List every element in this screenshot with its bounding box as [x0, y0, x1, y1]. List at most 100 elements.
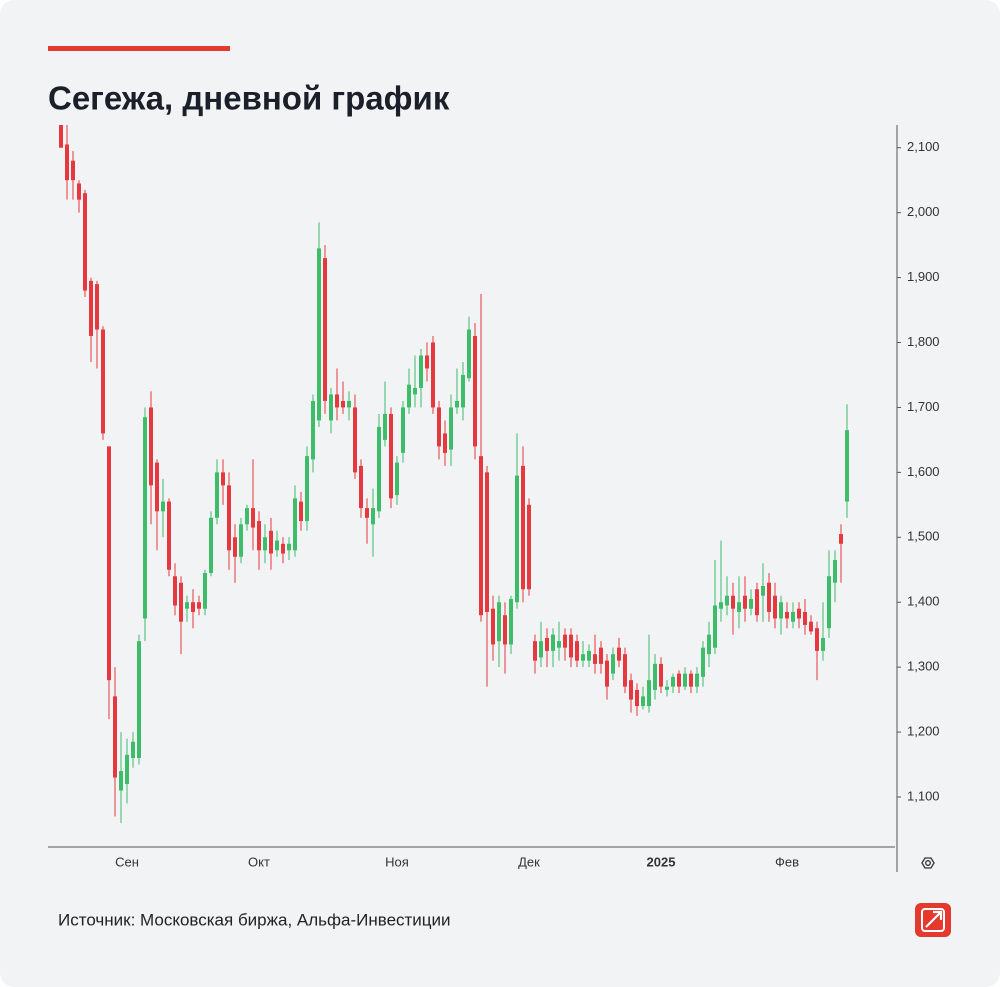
- candle-body: [581, 654, 585, 661]
- candle-body: [611, 654, 615, 674]
- candle-body: [353, 407, 357, 473]
- candle-body: [623, 654, 627, 687]
- candle-body: [239, 524, 243, 557]
- candle-body: [119, 771, 123, 791]
- candle-body: [653, 663, 657, 690]
- candle-body: [821, 637, 825, 651]
- logo: [915, 903, 951, 937]
- candle-body: [629, 680, 633, 700]
- candle-body: [557, 641, 561, 648]
- accent-bar: [48, 46, 230, 51]
- candle-body: [431, 342, 435, 408]
- y-tick-label: 2,100: [907, 139, 940, 154]
- candle-body: [203, 573, 207, 609]
- candle-body: [167, 501, 171, 570]
- candle-body: [281, 543, 285, 554]
- candle-body: [317, 248, 321, 421]
- candle-body: [527, 504, 531, 590]
- candle-body: [839, 534, 843, 544]
- y-tick-label: 1,400: [907, 594, 940, 609]
- candle-body: [269, 530, 273, 554]
- x-tick-label: Сен: [115, 854, 139, 869]
- candle-body: [659, 663, 663, 687]
- candle-body: [665, 686, 669, 690]
- candle-body: [395, 462, 399, 496]
- candle-body: [749, 598, 753, 609]
- candle-body: [671, 676, 675, 687]
- candle-body: [695, 673, 699, 687]
- candle-body: [389, 413, 393, 499]
- candle-body: [131, 741, 135, 759]
- x-tick-label: Фев: [775, 854, 799, 869]
- candle-body: [707, 634, 711, 655]
- candle-body: [545, 637, 549, 651]
- candle-body: [299, 501, 303, 522]
- y-tick-label: 1,800: [907, 334, 940, 349]
- candle-body: [95, 284, 99, 330]
- candle-body: [731, 595, 735, 609]
- candle-body: [521, 465, 525, 590]
- candle-body: [371, 508, 375, 525]
- candle-body: [335, 394, 339, 408]
- candle-body: [797, 608, 801, 619]
- candle-body: [605, 660, 609, 687]
- candle-body: [263, 537, 267, 551]
- candle-body: [83, 193, 87, 291]
- y-tick-label: 1,700: [907, 399, 940, 414]
- candle-body: [191, 602, 195, 612]
- candle-body: [341, 400, 345, 408]
- candle-body: [179, 582, 183, 622]
- x-tick-label: Дек: [518, 854, 540, 869]
- candle-body: [773, 595, 777, 619]
- candle-body: [197, 602, 201, 609]
- y-tick-label: 2,000: [907, 204, 940, 219]
- candle-body: [467, 329, 471, 379]
- candle-body: [227, 485, 231, 551]
- candle-body: [161, 501, 165, 512]
- candle-body: [599, 647, 603, 664]
- candle-body: [551, 634, 555, 651]
- x-tick-label: Ноя: [385, 854, 409, 869]
- candle-body: [323, 258, 327, 401]
- candle-body: [677, 673, 681, 687]
- candle-body: [539, 641, 543, 658]
- candle-body: [833, 560, 837, 583]
- candle-body: [71, 160, 75, 181]
- candle-body: [107, 446, 111, 681]
- candle-body: [569, 634, 573, 658]
- candle-body: [683, 673, 687, 687]
- candle-body: [725, 595, 729, 606]
- candle-body: [419, 355, 423, 388]
- settings-icon[interactable]: [921, 857, 935, 869]
- candle-body: [113, 696, 117, 778]
- candle-body: [473, 336, 477, 447]
- candle-body: [59, 125, 63, 148]
- candle-body: [311, 400, 315, 460]
- chart-title: Сегежа, дневной график: [48, 80, 450, 117]
- candle-body: [287, 543, 291, 551]
- candle-body: [437, 407, 441, 447]
- candle-body: [737, 602, 741, 612]
- candle-body: [89, 280, 93, 337]
- candle-body: [743, 595, 747, 609]
- candle-body: [251, 508, 255, 528]
- candle-body: [491, 608, 495, 645]
- candle-body: [497, 602, 501, 642]
- candle-body: [593, 654, 597, 664]
- candle-body: [689, 673, 693, 687]
- candle-body: [155, 462, 159, 512]
- source-note: Источник: Московская биржа, Альфа-Инвест…: [58, 910, 451, 929]
- candle-body: [257, 521, 261, 551]
- candle-body: [827, 576, 831, 629]
- candle-body: [779, 602, 783, 619]
- candle-body: [635, 689, 639, 707]
- candle-body: [785, 611, 789, 619]
- candle-body: [101, 329, 105, 434]
- candle-body: [443, 433, 447, 453]
- candle-body: [803, 611, 807, 625]
- candle-body: [377, 426, 381, 512]
- candle-body: [449, 407, 453, 450]
